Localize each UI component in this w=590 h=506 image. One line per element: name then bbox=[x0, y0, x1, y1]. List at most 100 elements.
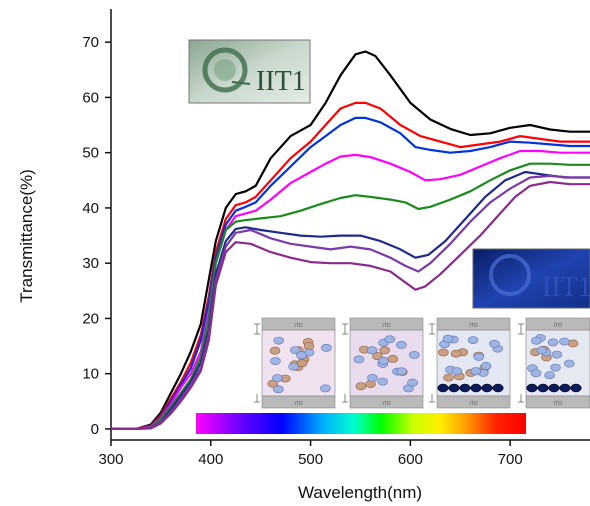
device-panel-3: ITO ITO bbox=[429, 317, 511, 409]
y-tick-label: 0 bbox=[91, 421, 99, 438]
deposited-particle bbox=[526, 383, 538, 393]
particle bbox=[551, 350, 563, 359]
particle bbox=[563, 359, 575, 368]
particle bbox=[489, 339, 500, 348]
deposited-particle bbox=[437, 383, 449, 393]
device-panel-2: ITO ITO bbox=[342, 317, 424, 409]
particle bbox=[377, 377, 389, 386]
y-tick-label: 50 bbox=[82, 145, 99, 162]
particle bbox=[367, 373, 378, 382]
deposited-particle bbox=[559, 383, 571, 393]
series-line-7 bbox=[111, 174, 590, 430]
deposited-particle bbox=[448, 383, 460, 393]
particle bbox=[319, 384, 331, 393]
particle bbox=[296, 359, 308, 368]
x-tick-label: 400 bbox=[198, 451, 223, 468]
electrode-label: ITO bbox=[382, 401, 390, 407]
series-line-3 bbox=[111, 116, 590, 430]
x-ticks: 300 400 500 600 700 bbox=[98, 440, 523, 468]
y-tick-label: 40 bbox=[82, 200, 99, 217]
particle bbox=[559, 337, 570, 346]
inset-photo-text: IIT1 bbox=[256, 66, 306, 97]
electrode-label: ITO bbox=[554, 401, 562, 407]
electrode-label: ITO bbox=[382, 323, 390, 329]
deposited-particle bbox=[470, 383, 482, 393]
x-tick-label: 600 bbox=[398, 451, 423, 468]
electrode-label: ITO bbox=[469, 323, 477, 329]
particle bbox=[378, 356, 389, 365]
top-electrode bbox=[436, 317, 511, 331]
y-tick-label: 60 bbox=[82, 89, 99, 106]
particle bbox=[544, 371, 555, 380]
particle bbox=[296, 351, 307, 360]
y-tick-label: 30 bbox=[82, 255, 99, 272]
particle bbox=[451, 367, 463, 376]
electrode-label: ITO bbox=[554, 323, 562, 329]
particle bbox=[438, 348, 449, 357]
y-ticks: 0 10 20 30 40 50 60 70 bbox=[82, 34, 111, 438]
bottom-electrode bbox=[436, 395, 511, 409]
spectrum-color-bar bbox=[196, 413, 526, 434]
particle bbox=[530, 336, 542, 345]
particle bbox=[289, 346, 301, 354]
series-line-2 bbox=[111, 101, 590, 430]
particle bbox=[387, 354, 399, 363]
series-group bbox=[111, 50, 590, 430]
particle bbox=[550, 363, 561, 372]
particle bbox=[450, 349, 462, 358]
logo-seal-icon bbox=[489, 254, 531, 296]
particle bbox=[407, 378, 418, 387]
series-line-1 bbox=[111, 50, 590, 430]
y-tick-label: 70 bbox=[82, 34, 99, 51]
x-axis-title: Wavelength(nm) bbox=[298, 483, 422, 502]
deposited-particle bbox=[459, 383, 471, 393]
particle bbox=[530, 369, 542, 378]
x-tick-label: 500 bbox=[298, 451, 323, 468]
electrode-label: ITO bbox=[294, 401, 302, 407]
particle bbox=[547, 338, 559, 347]
series-line-6 bbox=[111, 170, 590, 430]
particle bbox=[467, 336, 479, 344]
y-tick-label: 10 bbox=[82, 366, 99, 383]
particle bbox=[272, 374, 283, 383]
inset-photo-transparent: IIT1 bbox=[188, 39, 311, 104]
x-tick-label: 700 bbox=[498, 451, 523, 468]
top-electrode bbox=[525, 317, 590, 331]
inset-photo-text: IIT1 bbox=[542, 272, 590, 303]
y-axis-title: Transmittance(%) bbox=[17, 169, 36, 303]
particle bbox=[273, 336, 285, 345]
series-line-4 bbox=[111, 149, 590, 430]
bottom-electrode bbox=[525, 395, 590, 409]
particle bbox=[270, 357, 281, 365]
particle bbox=[355, 382, 367, 391]
particle bbox=[408, 350, 420, 359]
particle bbox=[470, 367, 482, 376]
particle bbox=[269, 346, 281, 355]
device-panel-4: ITO ITO bbox=[518, 317, 590, 409]
deposited-particle bbox=[548, 383, 560, 393]
particle bbox=[443, 373, 454, 382]
particle bbox=[353, 355, 365, 364]
deposited-particle bbox=[570, 383, 582, 393]
inset-photo-colored: IIT1 bbox=[472, 248, 590, 309]
logo-seal-icon bbox=[202, 47, 248, 93]
particle bbox=[320, 343, 332, 352]
particle bbox=[288, 362, 299, 371]
bottom-electrode bbox=[261, 395, 336, 409]
particle bbox=[473, 352, 485, 361]
electrode-label: ITO bbox=[294, 323, 302, 329]
particle bbox=[480, 361, 492, 370]
bottom-electrode bbox=[349, 395, 424, 409]
deposited-particle bbox=[537, 383, 549, 393]
y-tick-label: 20 bbox=[82, 310, 99, 327]
particle bbox=[384, 335, 396, 344]
deposited-particle bbox=[492, 383, 504, 393]
particle bbox=[273, 385, 284, 394]
device-schematics: ITO ITO ITO ITO ITO ITO ITO ITO bbox=[254, 317, 590, 409]
top-electrode bbox=[349, 317, 424, 331]
device-panel-1: ITO ITO bbox=[254, 317, 336, 409]
particle bbox=[379, 346, 391, 355]
particle bbox=[536, 346, 548, 355]
particle bbox=[366, 346, 378, 355]
